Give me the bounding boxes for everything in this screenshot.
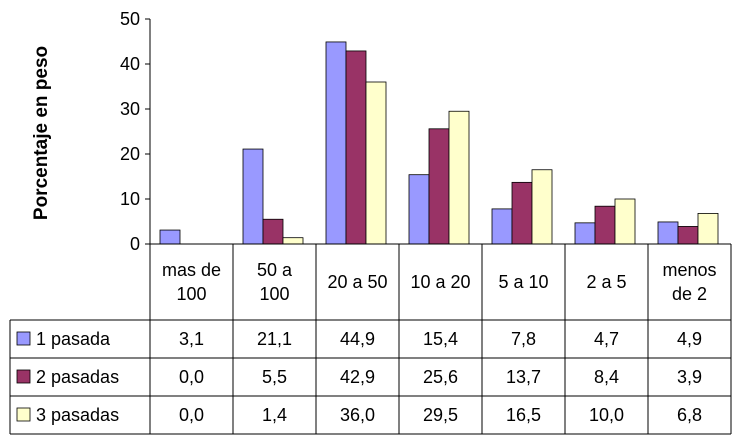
table-cell: 16,5 [506, 405, 541, 425]
table-cell: 10,0 [589, 405, 624, 425]
table-cell: 0,0 [179, 405, 204, 425]
bar-1-2 [242, 148, 264, 245]
table-cell: 44,9 [340, 329, 375, 349]
table-cell: 15,4 [423, 329, 458, 349]
bar-1-3 [325, 41, 347, 245]
category-label: 5 a 10 [498, 272, 548, 292]
y-tick-label: 30 [120, 99, 140, 119]
table-cell: 3,9 [677, 367, 702, 387]
y-tick-label: 0 [130, 234, 140, 254]
bar-1-5 [491, 208, 513, 245]
category-label: 100 [176, 284, 206, 304]
table-cell: 4,9 [677, 329, 702, 349]
bar-1-7 [657, 221, 679, 245]
data-table: mas de 100 50 a 100 20 a 50 10 a 20 5 a 10 2 a … [9, 243, 732, 435]
bar-1-6 [574, 222, 596, 245]
bar-3-2 [282, 237, 304, 245]
table-cell: 29,5 [423, 405, 458, 425]
y-tick-label: 40 [120, 54, 140, 74]
table-cell: 3,1 [179, 329, 204, 349]
bar-1-4 [408, 174, 430, 245]
category-label: menos [662, 260, 716, 280]
y-axis: 0 10 20 30 40 50 [120, 9, 151, 254]
category-label: 20 a 50 [327, 272, 387, 292]
bars [159, 41, 719, 245]
table-cell: 4,7 [594, 329, 619, 349]
y-tick-label: 20 [120, 144, 140, 164]
table-cell: 42,9 [340, 367, 375, 387]
legend-label: 2 pasadas [36, 367, 119, 387]
table-cell: 0,0 [179, 367, 204, 387]
category-label: 2 a 5 [586, 272, 626, 292]
table-cell: 8,4 [594, 367, 619, 387]
y-axis-label: Porcentaje en peso [31, 46, 52, 220]
category-label: de 2 [672, 284, 707, 304]
bar-2-7 [677, 226, 699, 245]
table-cell: 21,1 [257, 329, 292, 349]
bar-2-5 [511, 181, 533, 245]
category-label: 100 [259, 284, 289, 304]
bar-3-4 [448, 110, 470, 245]
bar-3-7 [697, 212, 719, 245]
y-tick-label: 50 [120, 9, 140, 29]
legend-label: 3 pasadas [36, 405, 119, 425]
table-cell: 6,8 [677, 405, 702, 425]
bar-3-6 [614, 198, 636, 245]
y-tick-label: 10 [120, 189, 140, 209]
table-cell: 13,7 [506, 367, 541, 387]
table-cell: 7,8 [511, 329, 536, 349]
table-cell: 1,4 [262, 405, 287, 425]
category-label: 10 a 20 [410, 272, 470, 292]
bar-2-3 [345, 50, 367, 245]
bar-3-3 [365, 81, 387, 245]
table-cell: 5,5 [262, 367, 287, 387]
table-cell: 36,0 [340, 405, 375, 425]
legend-swatch [16, 407, 31, 422]
table-cell: 25,6 [423, 367, 458, 387]
legend-swatch [16, 369, 31, 384]
bar-1-1 [159, 229, 181, 245]
category-label: mas de [162, 260, 221, 280]
bar-2-2 [262, 218, 284, 245]
bar-2-4 [428, 128, 450, 245]
category-label: 50 a [257, 260, 293, 280]
legend-swatch [16, 331, 31, 346]
bar-3-5 [531, 169, 553, 245]
legend-label: 1 pasada [36, 329, 111, 349]
bar-2-6 [594, 205, 616, 245]
